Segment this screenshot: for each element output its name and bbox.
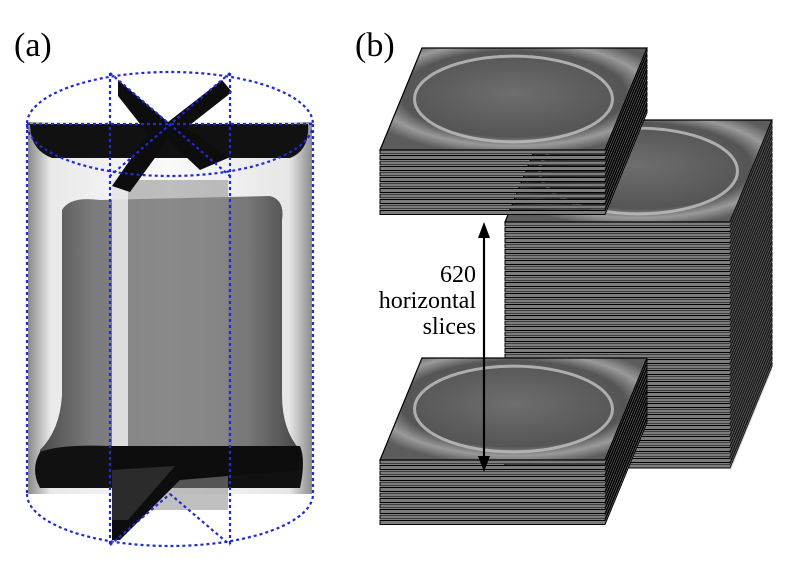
slice-top-face [379, 47, 648, 151]
slice-layer [379, 102, 648, 210]
slice-layer [379, 418, 648, 525]
slice-layer [504, 246, 773, 353]
slice-layer [379, 53, 648, 160]
slice-layer [379, 91, 648, 199]
slice-layer [504, 169, 773, 276]
slice-layer [504, 235, 773, 342]
cylinder-outline [25, 70, 315, 548]
slice-layer [504, 240, 773, 348]
slice-layer [504, 136, 773, 243]
slice-layer [504, 152, 773, 260]
slice-layer [379, 80, 648, 188]
slice-layer [504, 185, 773, 293]
panel-a-label: (a) [14, 27, 52, 64]
slice-top-face [379, 357, 648, 461]
slice-layer [504, 191, 773, 298]
slice-ring [413, 54, 614, 144]
slice-count-arrow [478, 222, 490, 472]
bottom-left-stack [379, 357, 648, 525]
slice-layer [379, 58, 648, 166]
slice-layer [504, 130, 773, 238]
top-left-stack [379, 47, 648, 215]
slice-layer [379, 86, 648, 193]
slice-layer [379, 390, 648, 498]
slice-layer [504, 147, 773, 254]
slice-layer [504, 141, 773, 249]
slice-layer [504, 180, 773, 287]
slice-layer [504, 229, 773, 337]
slice-layer [379, 379, 648, 487]
slice-layer [504, 174, 773, 282]
slice-layer [379, 69, 648, 177]
slice-layer [504, 213, 773, 320]
slice-layer [379, 385, 648, 492]
slice-layer [504, 163, 773, 271]
slice-layer [504, 158, 773, 265]
slice-layer [379, 401, 648, 509]
slice-layer [504, 202, 773, 309]
slice-layer [504, 207, 773, 315]
top-cross-shape [112, 80, 232, 192]
slice-count-line1: horizontal [379, 288, 477, 314]
slice-layer [379, 407, 648, 514]
slice-layer [379, 97, 648, 204]
slice-layer [379, 108, 648, 215]
slice-layer [379, 64, 648, 171]
slice-layer [379, 363, 648, 470]
slice-ring [413, 364, 614, 454]
slice-layer [504, 196, 773, 304]
slice-layer [379, 396, 648, 503]
slice-layer [504, 218, 773, 326]
slice-layer [379, 75, 648, 182]
panel-b: (b) 620 horizontal slices [355, 27, 773, 525]
slice-count-value: 620 [440, 262, 476, 288]
right-stack-side-face [730, 120, 772, 472]
slice-layer [379, 412, 648, 520]
slice-layer [504, 125, 773, 232]
slice-layer [379, 368, 648, 476]
panel-a: (a) [14, 27, 315, 548]
slice-layer [379, 374, 648, 481]
slice-count-line2: slices [423, 314, 476, 340]
panel-b-label: (b) [355, 27, 395, 64]
slice-layer [504, 224, 773, 331]
bottom-cross-highlight [112, 466, 175, 520]
